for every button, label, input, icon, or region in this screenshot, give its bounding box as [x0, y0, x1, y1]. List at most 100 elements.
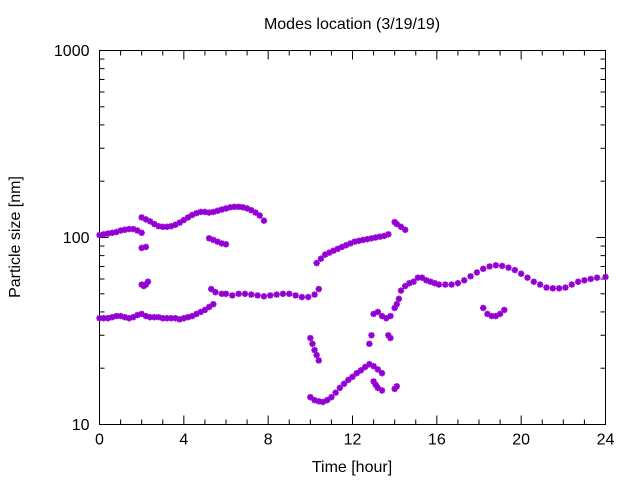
data-point	[361, 363, 369, 371]
data-point	[121, 313, 128, 321]
data-point	[96, 231, 103, 239]
data-point	[347, 240, 354, 247]
data-point	[108, 229, 116, 236]
data-point	[273, 291, 280, 298]
x-axis-label: Time [hour]	[312, 459, 392, 476]
data-point	[130, 225, 137, 233]
data-point	[359, 236, 367, 244]
data-point	[113, 312, 120, 320]
data-point	[517, 270, 525, 277]
data-point	[239, 204, 247, 211]
data-point	[370, 363, 377, 370]
data-point	[231, 203, 238, 210]
data-point	[374, 308, 381, 316]
data-point	[113, 228, 120, 236]
tick-labels: 0 4 8 12 16 20 24 10 100 1000	[54, 43, 615, 449]
data-point	[292, 292, 299, 299]
data-point	[315, 357, 322, 364]
data-point	[530, 278, 538, 285]
data-point	[307, 334, 314, 342]
data-point	[380, 232, 388, 240]
data-point	[480, 265, 487, 273]
data-point	[587, 275, 594, 283]
data-point	[387, 312, 394, 320]
data-point	[549, 285, 556, 292]
data-point	[214, 238, 221, 245]
data-point	[180, 216, 188, 224]
data-point	[243, 205, 251, 212]
data-point	[167, 315, 175, 322]
data-point	[227, 204, 234, 211]
data-point	[372, 381, 379, 389]
data-point	[108, 313, 116, 321]
x-tick-label: 12	[344, 432, 362, 449]
data-point	[602, 273, 609, 281]
data-point	[298, 293, 306, 301]
data-point	[378, 387, 386, 394]
data-point	[218, 240, 225, 247]
data-point	[383, 315, 390, 322]
data-point	[197, 308, 204, 316]
data-point	[117, 312, 124, 320]
data-point	[410, 278, 417, 285]
data-point	[501, 306, 508, 314]
data-point	[138, 310, 145, 318]
x-tick-label: 4	[179, 432, 188, 449]
data-point	[340, 380, 348, 388]
data-point	[222, 205, 230, 212]
data-point	[167, 222, 175, 230]
data-point	[319, 398, 327, 406]
data-point	[254, 292, 261, 299]
data-point	[159, 223, 166, 231]
data-point	[311, 291, 318, 298]
data-point	[248, 291, 255, 298]
data-point	[100, 231, 107, 238]
data-point	[397, 287, 405, 294]
data-point	[279, 290, 287, 297]
data-point	[163, 223, 171, 231]
data-point	[315, 398, 322, 405]
data-point	[313, 259, 320, 267]
data-point	[397, 223, 405, 231]
data-point	[193, 310, 200, 318]
data-point	[418, 274, 426, 281]
data-point	[144, 278, 152, 285]
data-point	[142, 312, 150, 320]
data-point	[321, 251, 329, 258]
y-tick-label: 1000	[54, 43, 90, 60]
data-point	[260, 293, 268, 300]
data-point	[486, 263, 493, 270]
data-point	[222, 241, 230, 248]
data-point	[342, 241, 350, 249]
x-tick-label: 16	[428, 432, 446, 449]
data-point	[351, 238, 358, 245]
data-point	[498, 262, 506, 270]
data-point	[155, 222, 162, 230]
data-point	[488, 312, 495, 320]
data-point	[393, 300, 400, 308]
data-point	[96, 315, 103, 322]
data-point	[370, 310, 377, 318]
data-point	[345, 376, 352, 384]
data-point	[151, 313, 158, 321]
data-point	[391, 304, 398, 312]
data-point	[461, 277, 468, 284]
data-point	[241, 290, 249, 297]
data-point	[315, 285, 322, 293]
data-point	[393, 220, 400, 228]
x-tick-label: 20	[512, 432, 530, 449]
y-tick-label: 10	[72, 417, 90, 434]
data-point	[442, 281, 449, 288]
data-point	[201, 208, 209, 216]
data-point	[235, 203, 242, 210]
data-point	[391, 385, 398, 393]
data-point	[366, 340, 373, 348]
data-point	[467, 273, 474, 280]
data-point	[332, 389, 339, 396]
data-point	[172, 315, 179, 322]
data-point	[305, 293, 312, 301]
data-point	[104, 315, 112, 322]
data-point	[536, 281, 544, 288]
data-point	[180, 315, 188, 322]
data-point	[376, 233, 384, 240]
